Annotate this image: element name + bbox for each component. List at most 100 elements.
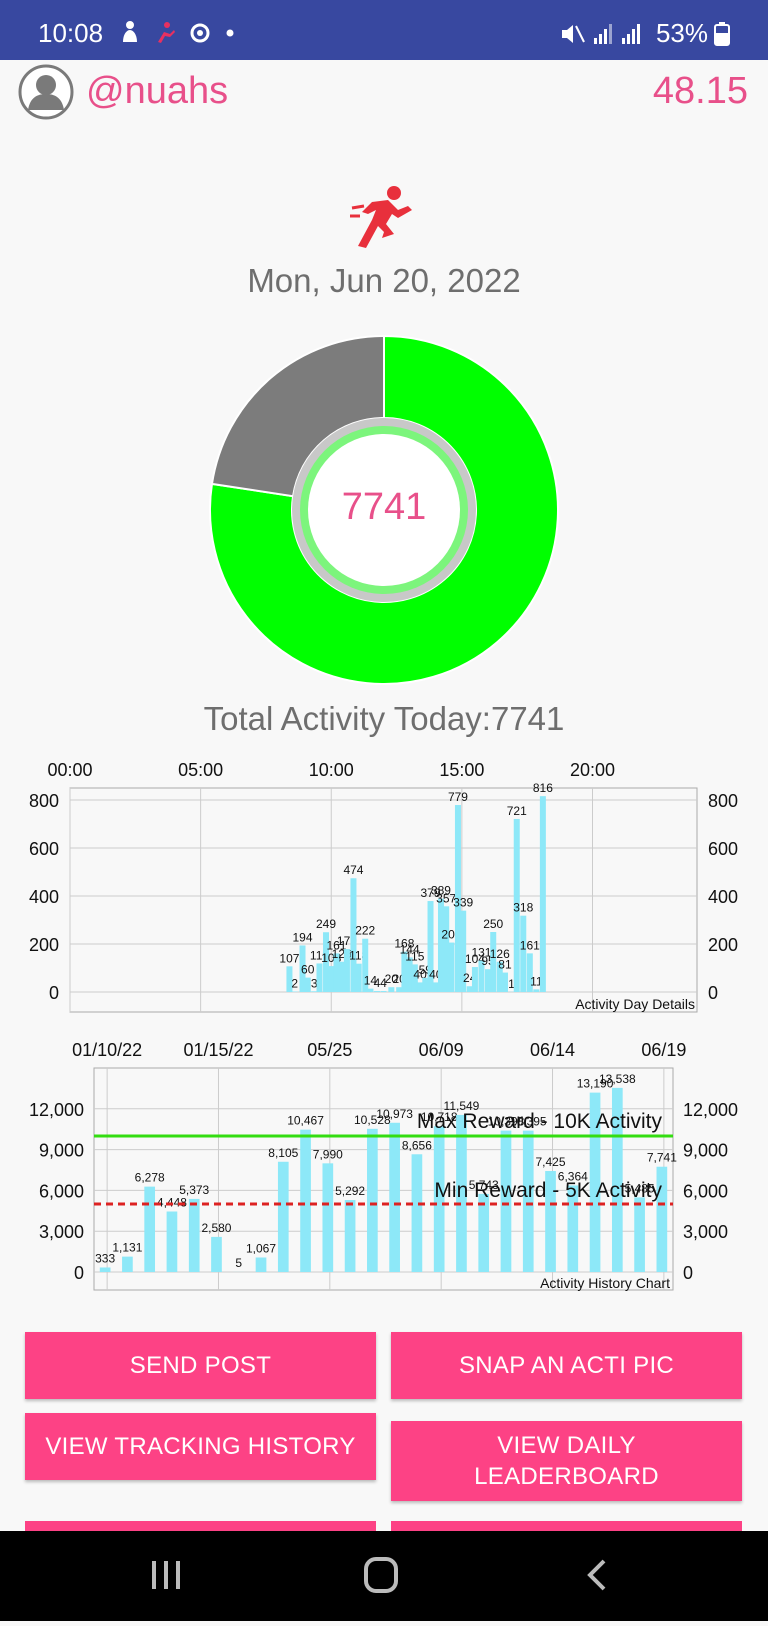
- day-y-tick-left: 800: [29, 791, 59, 811]
- day-y-tick-left: 200: [29, 935, 59, 955]
- mute-icon: [562, 25, 584, 43]
- back-icon[interactable]: [590, 1561, 604, 1589]
- day-bar-label: 194: [292, 930, 312, 944]
- day-bar: [356, 964, 362, 992]
- send-post-button[interactable]: SEND POST: [25, 1332, 376, 1399]
- day-y-tick-right: 0: [708, 983, 718, 1003]
- day-bar: [417, 982, 423, 992]
- history-bar: [144, 1187, 155, 1272]
- recent-apps-icon[interactable]: [152, 1561, 180, 1589]
- day-bar: [467, 986, 473, 992]
- day-bar: [472, 967, 478, 992]
- history-y-tick-right: 9,000: [683, 1141, 728, 1161]
- history-y-tick-left: 0: [74, 1263, 84, 1283]
- battery-percent: 53%: [656, 18, 708, 49]
- history-bar-label: 6,278: [135, 1171, 165, 1185]
- day-bar-label: 115: [405, 949, 424, 963]
- username[interactable]: @nuahs: [86, 70, 228, 113]
- history-bar: [256, 1257, 267, 1272]
- day-x-tick: 15:00: [439, 760, 484, 780]
- day-x-tick: 20:00: [570, 760, 615, 780]
- history-bar-label: 10,973: [376, 1107, 413, 1121]
- day-bar: [311, 991, 317, 992]
- day-bar: [540, 796, 546, 992]
- day-y-tick-right: 400: [708, 887, 738, 907]
- history-bar: [389, 1123, 400, 1272]
- day-bar-label: 779: [448, 790, 468, 804]
- day-bar: [490, 932, 496, 992]
- history-y-tick-left: 9,000: [39, 1141, 84, 1161]
- day-y-tick-right: 800: [708, 791, 738, 811]
- view-tracking-history-button[interactable]: VIEW TRACKING HISTORY: [25, 1413, 376, 1480]
- day-bar: [443, 906, 449, 992]
- history-bar-label: 1,131: [112, 1241, 142, 1255]
- status-bar: 10:08 53%: [0, 0, 768, 60]
- day-y-tick-left: 400: [29, 887, 59, 907]
- day-bar: [520, 916, 526, 992]
- history-y-tick-right: 6,000: [683, 1181, 728, 1201]
- history-y-tick-right: 0: [683, 1263, 693, 1283]
- history-bar: [189, 1199, 200, 1272]
- day-y-tick-left: 0: [49, 983, 59, 1003]
- day-bar: [533, 989, 539, 992]
- balance-value: 48.15: [653, 70, 748, 113]
- history-bar: [300, 1130, 311, 1272]
- avatar[interactable]: [18, 64, 74, 120]
- notification-icons: [118, 20, 248, 46]
- signal-icons: [560, 22, 650, 46]
- history-bar: [211, 1237, 222, 1272]
- day-bar: [448, 943, 454, 992]
- day-bar: [396, 987, 402, 992]
- day-x-tick: 00:00: [47, 760, 92, 780]
- day-bar-label: 60: [301, 963, 315, 977]
- leaderboard-label-line1: VIEW DAILY: [497, 1430, 636, 1461]
- day-bar: [328, 966, 334, 992]
- status-time: 10:08: [38, 18, 103, 49]
- snap-pic-button[interactable]: SNAP AN ACTI PIC: [391, 1332, 742, 1399]
- history-bar-label: 5,373: [179, 1183, 209, 1197]
- day-bar: [502, 973, 508, 992]
- history-bar-label: 5,292: [335, 1184, 365, 1198]
- history-x-tick: 01/15/22: [183, 1040, 253, 1060]
- history-bar-label: 2,580: [201, 1221, 231, 1235]
- history-bar: [278, 1162, 289, 1272]
- donut-center-value: 7741: [208, 486, 560, 529]
- day-bar: [433, 982, 439, 992]
- day-bar-label: 161: [520, 938, 540, 952]
- history-bar-label: 7,990: [313, 1147, 343, 1161]
- day-bar: [438, 899, 444, 992]
- day-bar-label: 339: [453, 896, 473, 910]
- history-bar: [322, 1163, 333, 1272]
- day-bar-label: 318: [513, 901, 533, 915]
- view-daily-leaderboard-button[interactable]: VIEW DAILY LEADERBOARD: [391, 1421, 742, 1501]
- history-y-tick-right: 3,000: [683, 1222, 728, 1242]
- history-bar: [478, 1194, 489, 1272]
- day-bar-label: 250: [483, 917, 503, 931]
- history-bar-label: 10,467: [287, 1114, 324, 1128]
- min-reward-label: Min Reward - 5K Activity: [434, 1179, 662, 1202]
- history-bar-label: 7,741: [647, 1151, 677, 1165]
- day-bar-label: 81: [498, 958, 512, 972]
- history-bar-label: 1,067: [246, 1241, 276, 1255]
- day-bar: [485, 969, 491, 992]
- history-bar: [167, 1212, 178, 1272]
- history-bar: [634, 1197, 645, 1272]
- history-bar: [345, 1200, 356, 1272]
- home-icon[interactable]: [366, 1559, 396, 1591]
- history-bar-label: 8,105: [268, 1146, 298, 1160]
- day-y-tick-right: 600: [708, 839, 738, 859]
- day-y-tick-left: 600: [29, 839, 59, 859]
- max-reward-label: Max Reward - 10K Activity: [417, 1110, 663, 1133]
- day-bar: [388, 987, 394, 992]
- signal-icon-2: [622, 24, 640, 44]
- day-chart-title: Activity Day Details: [575, 996, 695, 1012]
- day-x-tick: 10:00: [309, 760, 354, 780]
- history-bar: [367, 1129, 378, 1272]
- history-chart-title: Activity History Chart: [540, 1275, 670, 1291]
- day-bar: [305, 978, 311, 992]
- day-y-tick-right: 200: [708, 935, 738, 955]
- history-y-tick-left: 12,000: [29, 1100, 84, 1120]
- dot-icon: [227, 30, 234, 37]
